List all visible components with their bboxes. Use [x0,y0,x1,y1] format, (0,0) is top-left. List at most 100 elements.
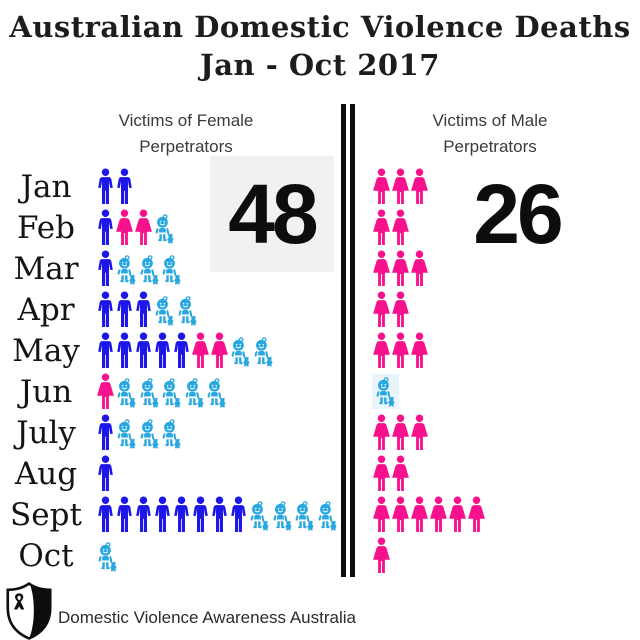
page-subtitle: Jan - Oct 2017 [200,48,440,82]
woman-icon [410,496,429,532]
child-icon [153,296,176,328]
month-row: July [0,412,640,453]
woman-icon [96,373,115,409]
month-row: Mar [0,248,640,289]
child-icon [138,378,161,410]
woman-icon [372,168,391,204]
woman-icon [372,496,391,532]
left-icon-group [92,248,344,289]
man-icon [134,332,153,368]
divider-bar [350,104,355,577]
woman-icon [115,209,134,245]
child-icon [138,419,161,451]
woman-icon [372,332,391,368]
man-icon [134,291,153,327]
man-icon [172,332,191,368]
woman-icon [372,537,391,573]
left-icon-group [92,289,344,330]
man-icon [115,291,134,327]
child-icon [115,255,138,287]
woman-icon [372,291,391,327]
man-icon [229,496,248,532]
left-column-header: Victims of Female Perpetrators [118,111,254,157]
child-icon [229,337,252,369]
child-icon [138,255,161,287]
month-label: Apr [17,292,75,328]
woman-icon [410,168,429,204]
child-icon [115,419,138,451]
child-icon [160,378,183,410]
right-icon-group [368,371,640,412]
left-total-value: 48 [210,156,334,272]
man-icon [153,332,172,368]
right-icon-group [368,330,640,371]
man-icon [96,250,115,286]
month-label: Feb [16,210,75,246]
man-icon [96,291,115,327]
child-icon [248,501,271,533]
month-row: Apr [0,289,640,330]
month-label: Sept [10,497,82,533]
left-icon-group [92,412,344,453]
woman-icon [391,250,410,286]
woman-icon [391,455,410,491]
woman-icon [134,209,153,245]
man-icon [96,455,115,491]
pictogram-rows: Jan Feb Mar Apr May Jun July Aug Sept Oct [0,166,640,576]
month-label: Jun [19,374,73,410]
left-icon-group [92,494,344,535]
man-icon [96,414,115,450]
man-icon [115,496,134,532]
man-icon [96,332,115,368]
woman-icon [410,250,429,286]
woman-icon [372,209,391,245]
page-title: Australian Domestic Violence Deaths [9,10,631,44]
child-icon [316,501,339,533]
child-icon [205,378,228,410]
left-icon-group [92,453,344,494]
child-icon [160,419,183,451]
child-icon [176,296,199,328]
woman-icon [391,291,410,327]
month-row: Oct [0,535,640,576]
woman-icon [210,332,229,368]
woman-icon [391,209,410,245]
woman-icon [429,496,448,532]
left-icon-group [92,330,344,371]
right-icon-group [368,166,640,207]
month-label: Jan [20,169,72,205]
woman-icon [410,332,429,368]
left-icon-group [92,535,344,576]
woman-icon [372,250,391,286]
right-icon-group [368,412,640,453]
child-icon [153,214,176,246]
child-icon [293,501,316,533]
month-row: Sept [0,494,640,535]
column-divider [341,104,355,577]
right-total-value: 26 [473,167,563,261]
woman-icon [191,332,210,368]
woman-icon [391,168,410,204]
left-icon-group [92,207,344,248]
right-icon-group [368,289,640,330]
man-icon [191,496,210,532]
child-icon [372,373,399,409]
man-icon [96,209,115,245]
man-icon [96,496,115,532]
woman-icon [391,414,410,450]
man-icon [172,496,191,532]
month-row: Aug [0,453,640,494]
woman-icon [410,414,429,450]
month-label: Oct [18,538,74,574]
child-icon [115,378,138,410]
month-row: Jun [0,371,640,412]
footer: Domestic Violence Awareness Australia [0,580,640,640]
man-icon [153,496,172,532]
month-label: Aug [14,456,78,492]
month-row: Feb [0,207,640,248]
right-icon-group [368,248,640,289]
right-icon-group [368,207,640,248]
month-row: May [0,330,640,371]
left-icon-group [92,166,344,207]
